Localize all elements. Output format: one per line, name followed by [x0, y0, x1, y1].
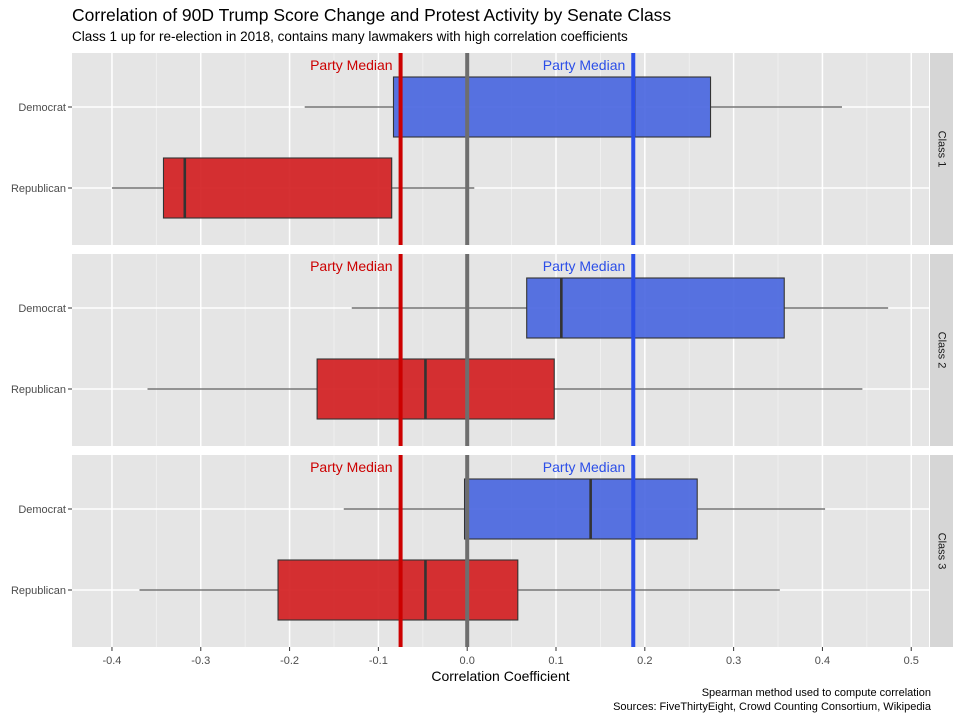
x-tick-label: 0.5 [904, 655, 919, 667]
facet-strip [930, 53, 953, 245]
facet-strip [930, 254, 953, 446]
y-tick-label: Democrat [18, 504, 66, 516]
x-tick-label: -0.1 [369, 655, 388, 667]
x-axis-title: Correlation Coefficient [431, 668, 569, 684]
y-tick-label: Republican [11, 384, 66, 396]
chart-title: Correlation of 90D Trump Score Change an… [72, 5, 672, 25]
x-tick-label: -0.3 [191, 655, 210, 667]
facet-label: Class 2 [936, 332, 948, 369]
chart-subtitle: Class 1 up for re-election in 2018, cont… [72, 29, 628, 44]
democrat-median-label: Party Median [543, 258, 625, 274]
y-tick-label: Republican [11, 585, 66, 597]
x-tick-label: 0.3 [726, 655, 741, 667]
box-democrat [392, 76, 712, 138]
box-republican [316, 358, 555, 420]
box-republican [162, 157, 393, 219]
x-tick-label: 0.1 [548, 655, 563, 667]
x-tick-label: 0.0 [460, 655, 475, 667]
y-tick-label: Republican [11, 183, 66, 195]
caption-sources: Sources: FiveThirtyEight, Crowd Counting… [613, 701, 931, 713]
box-democrat [526, 277, 785, 339]
box-republican [277, 559, 519, 621]
republican-median-label: Party Median [310, 258, 392, 274]
caption-method: Spearman method used to compute correlat… [701, 687, 931, 699]
x-tick-label: -0.4 [102, 655, 121, 667]
republican-median-label: Party Median [310, 57, 392, 73]
x-tick-label: 0.4 [815, 655, 830, 667]
y-tick-label: Democrat [18, 102, 66, 114]
facet-label: Class 1 [936, 131, 948, 168]
x-tick-label: -0.2 [280, 655, 299, 667]
facet-strip [930, 455, 953, 647]
republican-median-label: Party Median [310, 459, 392, 475]
democrat-median-label: Party Median [543, 459, 625, 475]
x-tick-label: 0.2 [637, 655, 652, 667]
y-tick-label: Democrat [18, 303, 66, 315]
facet-label: Class 3 [936, 533, 948, 570]
democrat-median-label: Party Median [543, 57, 625, 73]
box-democrat [463, 478, 698, 540]
